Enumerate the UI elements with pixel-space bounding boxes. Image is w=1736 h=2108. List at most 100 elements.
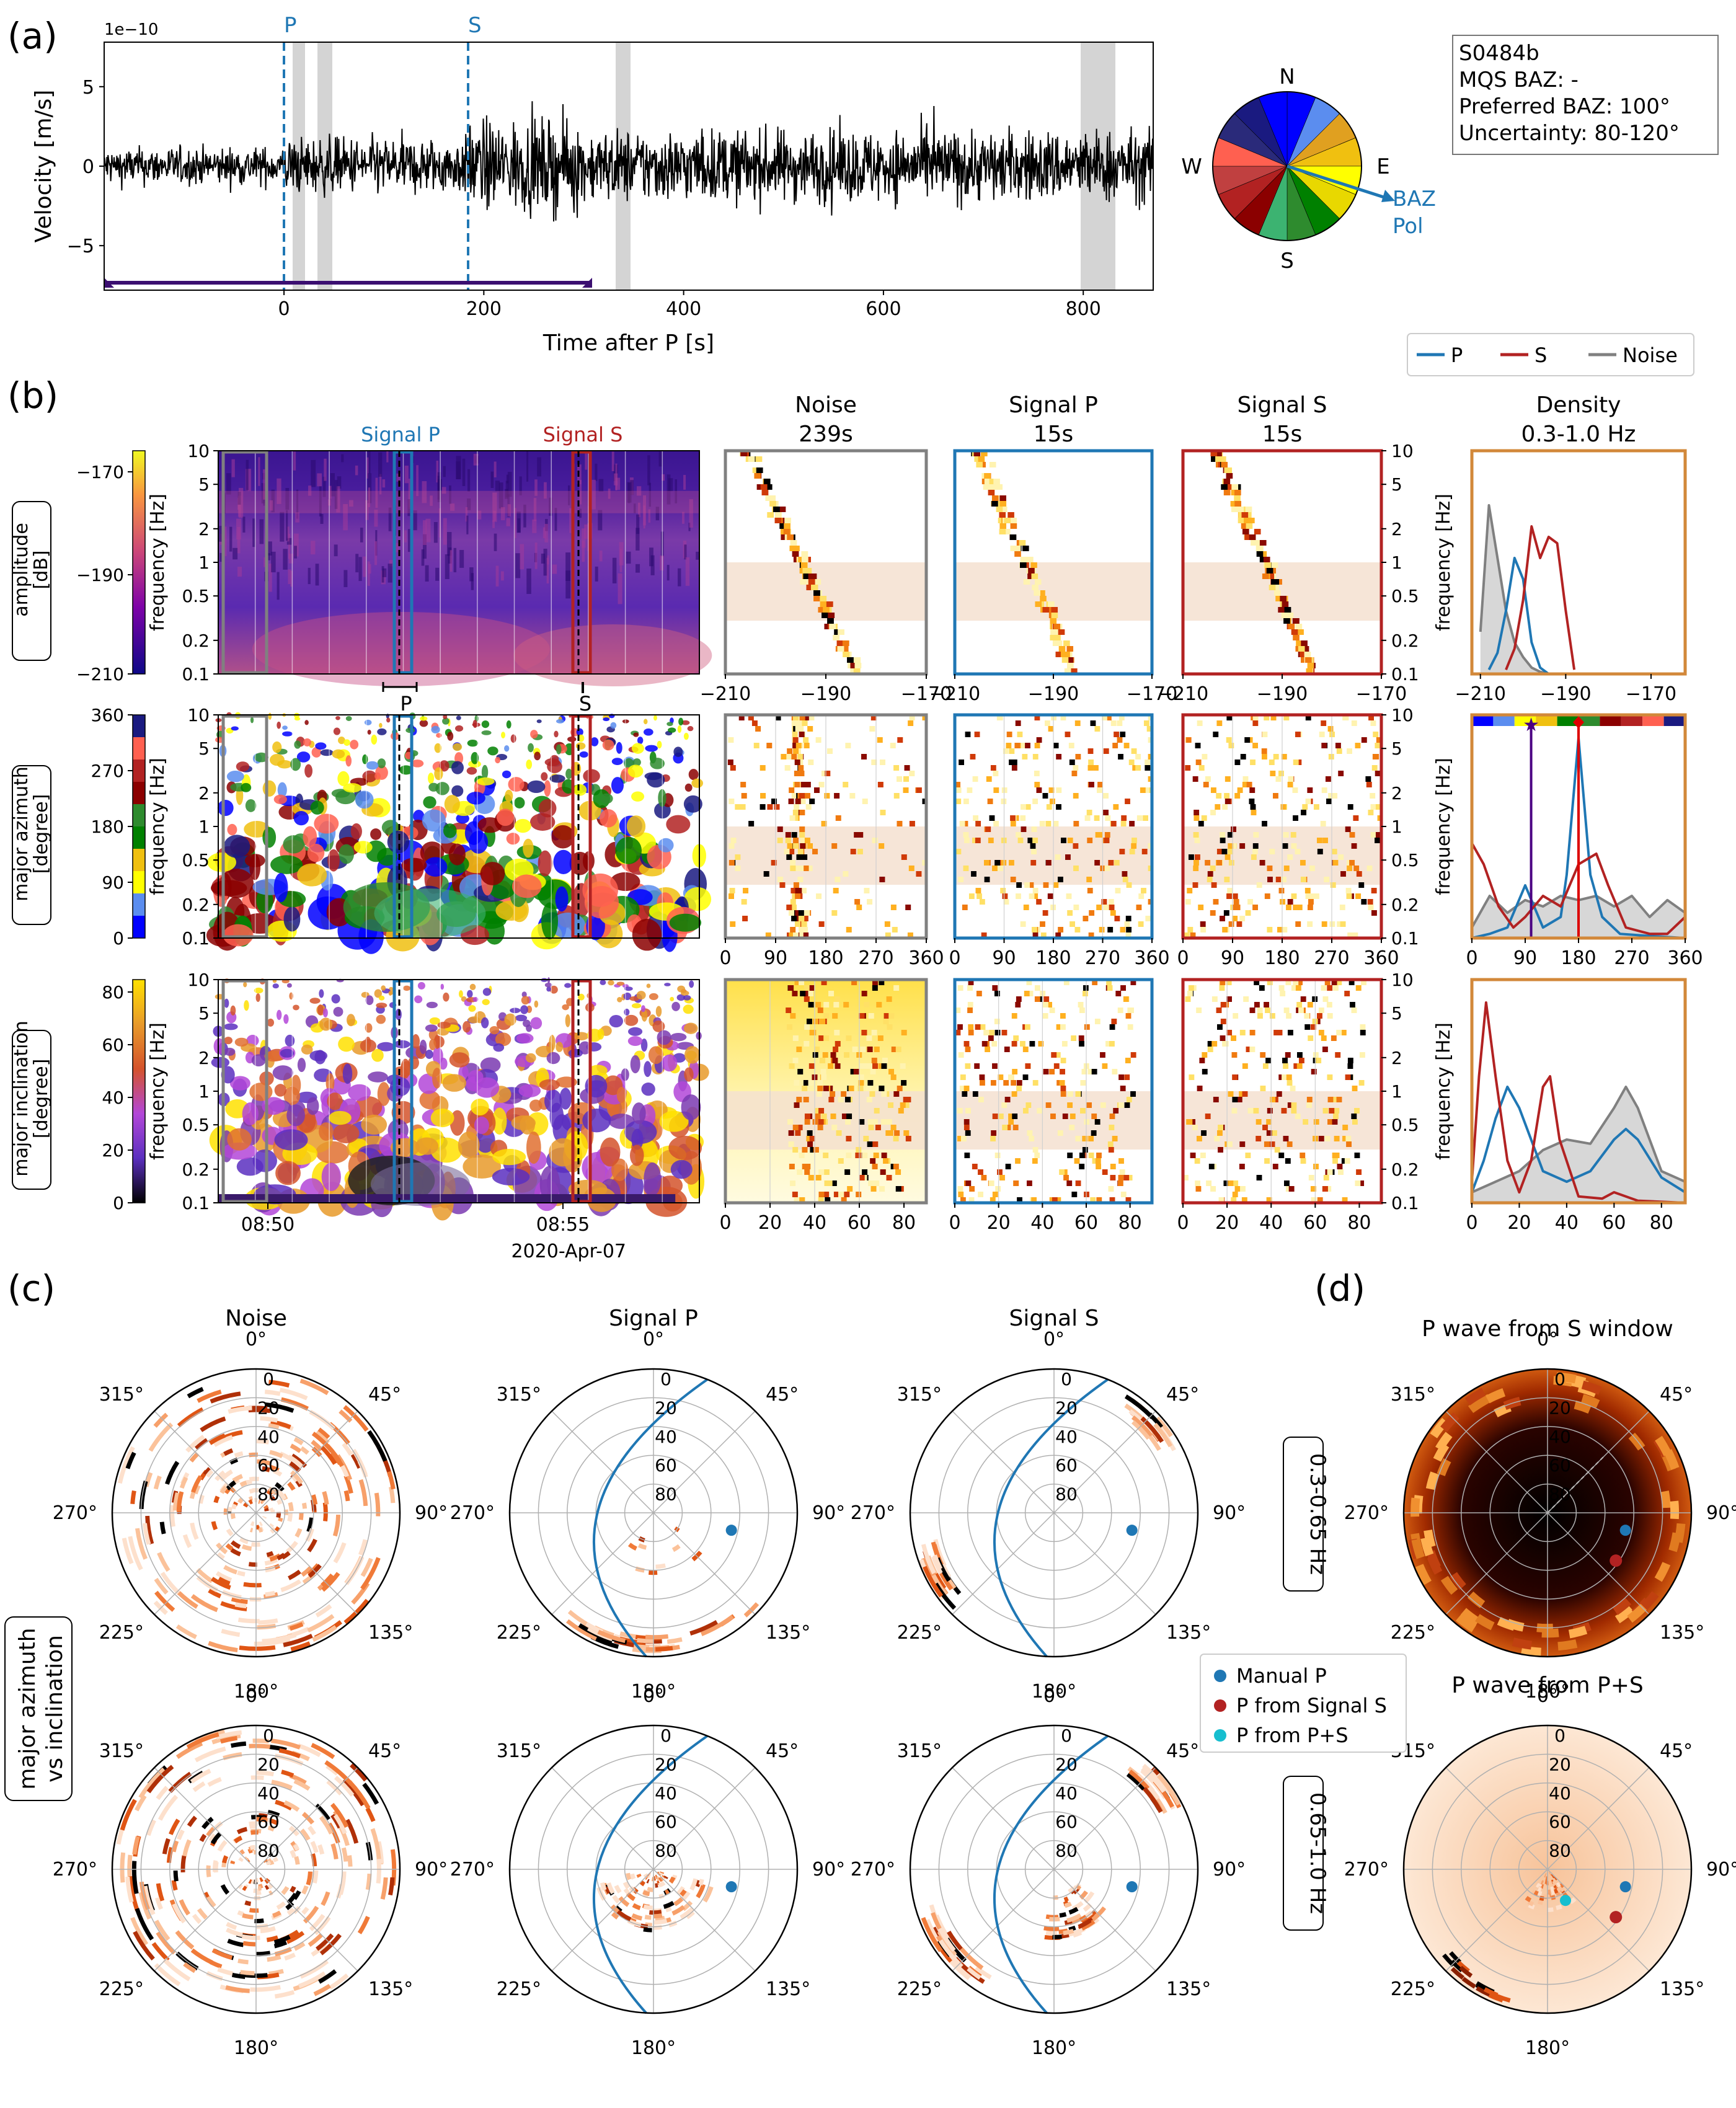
histogram-cell	[1218, 1147, 1223, 1153]
spectrogram-texture	[271, 551, 276, 573]
row-label-line: [degree]	[30, 1059, 52, 1139]
polar-cell	[200, 1416, 226, 1432]
spectrogram-texture	[423, 520, 427, 545]
histogram-cell	[1253, 1108, 1259, 1114]
density-xtick-label: 20	[1507, 1212, 1531, 1234]
polar-angle-label: 315°	[497, 1384, 541, 1406]
polar-cell	[653, 1918, 668, 1925]
polar-cell	[211, 1948, 233, 1960]
spectrogram-blob	[443, 992, 450, 1002]
spectrogram-blob	[582, 1108, 611, 1133]
polar-cell	[185, 1435, 205, 1453]
histogram-xtick-label: 90	[764, 947, 787, 969]
spectrogram-blob	[646, 983, 651, 988]
histogram-cell	[803, 1080, 809, 1086]
histogram-cell	[792, 715, 799, 720]
row-label-line: [degree]	[30, 794, 52, 874]
polar-cell	[278, 1748, 301, 1759]
spectrogram-texture	[519, 476, 522, 495]
spectrogram-texture	[650, 555, 655, 575]
spectrogram-blob	[273, 872, 288, 903]
polar-cell	[326, 1779, 343, 1796]
histogram-cell	[1228, 860, 1234, 866]
row-label-line: major azimuth	[11, 766, 32, 901]
histogram-cell	[823, 607, 830, 613]
polar-angle-label: 225°	[1391, 1978, 1435, 2000]
polar-cell	[376, 1858, 381, 1884]
polar-cell	[293, 1779, 311, 1791]
polar-cell	[173, 1871, 179, 1882]
histogram-cell	[955, 1008, 961, 1013]
histogram-panel: 0 20 40 60 80	[949, 978, 1154, 1234]
histogram-cell	[1120, 985, 1126, 991]
histogram-cell	[1070, 921, 1075, 927]
spectrogram-texture	[542, 527, 546, 539]
histogram-cell	[1141, 849, 1148, 854]
histogram-cell	[1009, 860, 1014, 866]
spectrogram-blob	[554, 730, 559, 738]
polar-angle-label: 45°	[368, 1384, 401, 1406]
polar-cell	[658, 1882, 663, 1888]
polar-angle-label: 270°	[851, 1502, 895, 1524]
polar-cell	[662, 1875, 666, 1879]
histogram-cell	[1250, 804, 1256, 810]
polar-cell	[306, 1517, 314, 1533]
histogram-cell	[975, 821, 981, 826]
histogram-cell	[1067, 838, 1073, 843]
freq-tick-label: 0.5	[182, 850, 210, 870]
spectrogram-blob	[684, 783, 693, 792]
polar-angle-label: 90°	[415, 1502, 448, 1524]
histogram-cell	[1354, 1153, 1360, 1158]
histogram-cell	[854, 663, 862, 668]
histogram-cell	[1345, 888, 1352, 893]
histogram-cell	[999, 501, 1007, 507]
histogram-cell	[1124, 921, 1130, 927]
histogram-cell	[786, 754, 792, 760]
polar-cell	[231, 1741, 247, 1748]
histogram-cell	[1014, 546, 1021, 551]
histogram-cell	[1345, 1136, 1352, 1141]
spectrogram-blob	[277, 760, 292, 769]
spectrogram-blob	[422, 809, 446, 832]
polar-grid-spoke	[551, 1869, 654, 1972]
polar-cell	[210, 1960, 223, 1969]
histogram-cell	[789, 1063, 795, 1069]
spectrogram-blob	[276, 1009, 282, 1021]
spectrogram-blob	[413, 810, 425, 823]
polar-cell	[310, 1841, 319, 1853]
histogram-cell	[1370, 720, 1376, 726]
polar-cell	[565, 1619, 598, 1641]
polar-cell	[1427, 1555, 1443, 1575]
histogram-cell	[1010, 815, 1016, 821]
polar-cell	[1614, 1605, 1635, 1624]
histogram-cell	[1011, 1080, 1017, 1086]
histogram-cell	[1277, 927, 1283, 932]
polar-cell	[311, 1432, 334, 1453]
histogram-cell	[1300, 996, 1306, 1002]
histogram-cell	[1000, 888, 1006, 893]
spectrogram-blob	[521, 991, 527, 998]
spectrogram-texture	[237, 567, 242, 577]
histogram-cell	[890, 1125, 897, 1130]
histogram-cell	[807, 726, 813, 732]
polar-cell	[647, 1874, 651, 1879]
histogram-cell	[826, 601, 833, 607]
colorbar-fill	[133, 980, 145, 1203]
histogram-cell	[1185, 899, 1191, 905]
spectrogram-blob	[429, 1038, 436, 1051]
spectrogram-blob	[466, 767, 477, 775]
colorbar-segment	[133, 782, 145, 804]
spectrogram-texture	[584, 525, 588, 539]
spectrogram-blob	[252, 612, 550, 686]
histogram-xtick-label: 270	[1085, 947, 1120, 969]
density-panel: ★0 90 180 270 360	[1466, 713, 1703, 969]
histogram-cell	[1128, 760, 1135, 765]
histogram-cell	[1234, 501, 1241, 507]
waveform-xticks: 0 200 400 600 800	[278, 290, 1101, 320]
histogram-cell	[1296, 1052, 1303, 1058]
histogram-cell	[1281, 1108, 1287, 1114]
histogram-cell	[1214, 1136, 1220, 1141]
spectrogram-texture	[450, 503, 455, 511]
histogram-cell	[1060, 715, 1066, 720]
polar-cell	[160, 1572, 181, 1596]
